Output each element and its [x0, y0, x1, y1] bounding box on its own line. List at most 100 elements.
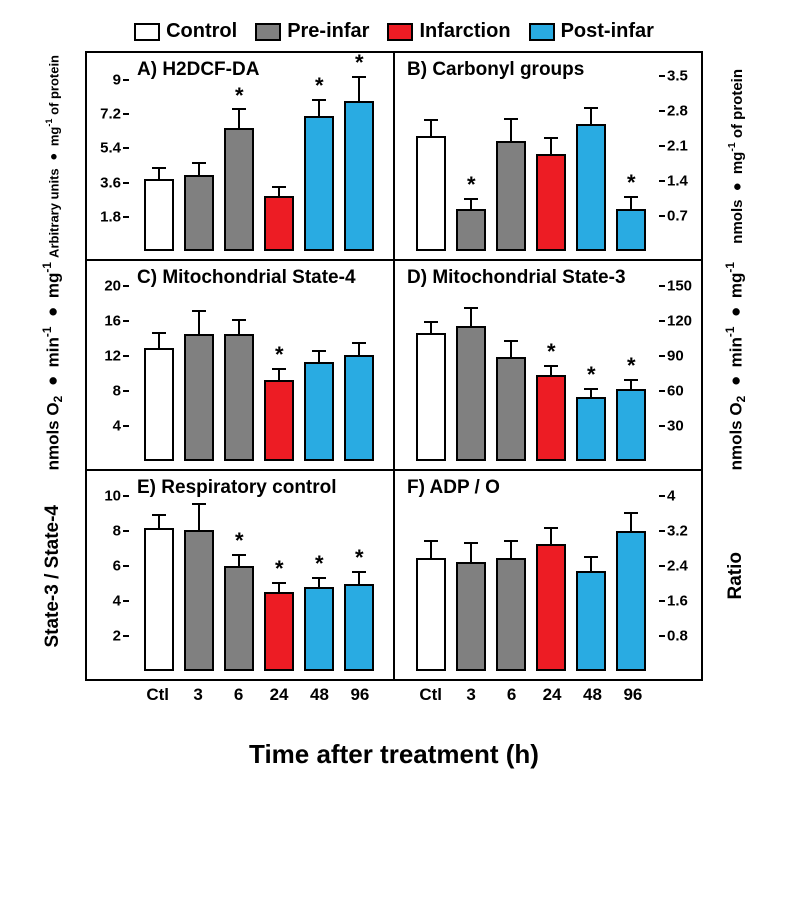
x-tick-label: 6 — [507, 685, 516, 705]
bar — [144, 179, 174, 251]
bar — [224, 334, 254, 461]
error-bar — [318, 352, 320, 362]
bar — [536, 544, 566, 671]
y-tick-label: 2 — [87, 628, 121, 645]
error-bar — [510, 342, 512, 357]
y-tick-mark — [659, 600, 665, 602]
panel-B: B) Carbonyl groups0.71.42.12.83.5** — [394, 51, 703, 261]
panel-title: E) Respiratory control — [137, 477, 337, 499]
y-tick-label: 0.8 — [667, 628, 701, 645]
bar — [536, 154, 566, 252]
error-cap — [464, 198, 478, 200]
plot-area: ** — [401, 61, 659, 251]
bar — [496, 141, 526, 251]
y-tick-mark — [659, 75, 665, 77]
error-cap — [272, 186, 286, 188]
panel-E: E) Respiratory control246810**** — [85, 471, 394, 681]
y-axis-label: State-3 / State-4 — [42, 505, 64, 648]
bar-group — [496, 479, 526, 671]
y-tick-label: 120 — [667, 313, 701, 330]
y-tick-mark — [659, 565, 665, 567]
error-bar — [470, 544, 472, 561]
error-bar — [158, 516, 160, 528]
error-bar — [198, 312, 200, 335]
bar — [456, 209, 486, 252]
x-tick-label: 48 — [310, 685, 329, 705]
bar — [456, 326, 486, 461]
y-tick-label: 16 — [87, 313, 121, 330]
bar-group: * — [456, 61, 486, 251]
error-bar — [630, 198, 632, 209]
plot-area: * — [129, 269, 387, 461]
bar — [416, 558, 446, 671]
error-bar — [510, 120, 512, 141]
error-cap — [504, 340, 518, 342]
legend-label: Infarction — [419, 20, 510, 43]
error-bar — [198, 505, 200, 529]
bar — [576, 397, 606, 461]
plot-area — [401, 479, 659, 671]
error-bar — [430, 121, 432, 136]
y-tick-label: 1.8 — [87, 208, 121, 225]
error-cap — [352, 342, 366, 344]
panel-title: A) H2DCF-DA — [137, 59, 259, 81]
y-ticks: 1.83.65.47.29 — [87, 61, 127, 251]
error-cap — [624, 196, 638, 198]
y-axis-label-cell: State-3 / State-4 — [20, 471, 85, 681]
y-axis-label: nmols ● mg-1 of protein — [726, 69, 746, 244]
error-bar — [430, 323, 432, 333]
bar-group — [144, 479, 174, 671]
bar-group: * — [224, 479, 254, 671]
y-ticks: 246810 — [87, 479, 127, 671]
bar — [456, 562, 486, 671]
panel-title: F) ADP / O — [407, 477, 500, 499]
error-cap — [424, 119, 438, 121]
significance-star-icon: * — [275, 342, 284, 368]
x-tick-label: 96 — [623, 685, 642, 705]
y-ticks: 48121620 — [87, 269, 127, 461]
bar — [496, 357, 526, 461]
y-tick-label: 1.4 — [667, 173, 701, 190]
panel-C: C) Mitochondrial State-448121620* — [85, 261, 394, 471]
y-tick-label: 12 — [87, 348, 121, 365]
error-bar — [630, 514, 632, 531]
bar — [264, 592, 294, 671]
error-cap — [272, 368, 286, 370]
y-ticks: 0.71.42.12.83.5 — [661, 61, 701, 251]
y-tick-label: 4 — [667, 488, 701, 505]
y-tick-mark — [659, 425, 665, 427]
y-tick-mark — [659, 215, 665, 217]
y-axis-label: Ratio — [725, 552, 747, 600]
error-bar — [358, 344, 360, 354]
bar-group — [416, 61, 446, 251]
bar-group — [616, 479, 646, 671]
error-bar — [550, 529, 552, 544]
legend: ControlPre-infarInfarctionPost-infar — [20, 20, 768, 43]
error-cap — [352, 571, 366, 573]
significance-star-icon: * — [467, 172, 476, 198]
bar — [344, 584, 374, 671]
y-tick-label: 2.8 — [667, 103, 701, 120]
spacer — [703, 681, 768, 721]
error-cap — [624, 379, 638, 381]
panel-A: A) H2DCF-DA1.83.65.47.29*** — [85, 51, 394, 261]
error-cap — [152, 332, 166, 334]
error-cap — [232, 108, 246, 110]
error-cap — [464, 307, 478, 309]
bar-group — [304, 269, 334, 461]
legend-swatch — [387, 23, 413, 41]
y-tick-mark — [659, 320, 665, 322]
error-cap — [584, 556, 598, 558]
y-tick-mark — [659, 390, 665, 392]
significance-star-icon: * — [627, 170, 636, 196]
legend-item: Post-infar — [529, 20, 654, 43]
x-tick-labels: Ctl36244896Ctl36244896 — [85, 681, 703, 721]
error-bar — [198, 164, 200, 175]
y-tick-label: 10 — [87, 488, 121, 505]
bar-group — [456, 269, 486, 461]
y-tick-label: 4 — [87, 418, 121, 435]
error-cap — [624, 512, 638, 514]
legend-swatch — [134, 23, 160, 41]
bar — [576, 571, 606, 671]
error-cap — [504, 118, 518, 120]
